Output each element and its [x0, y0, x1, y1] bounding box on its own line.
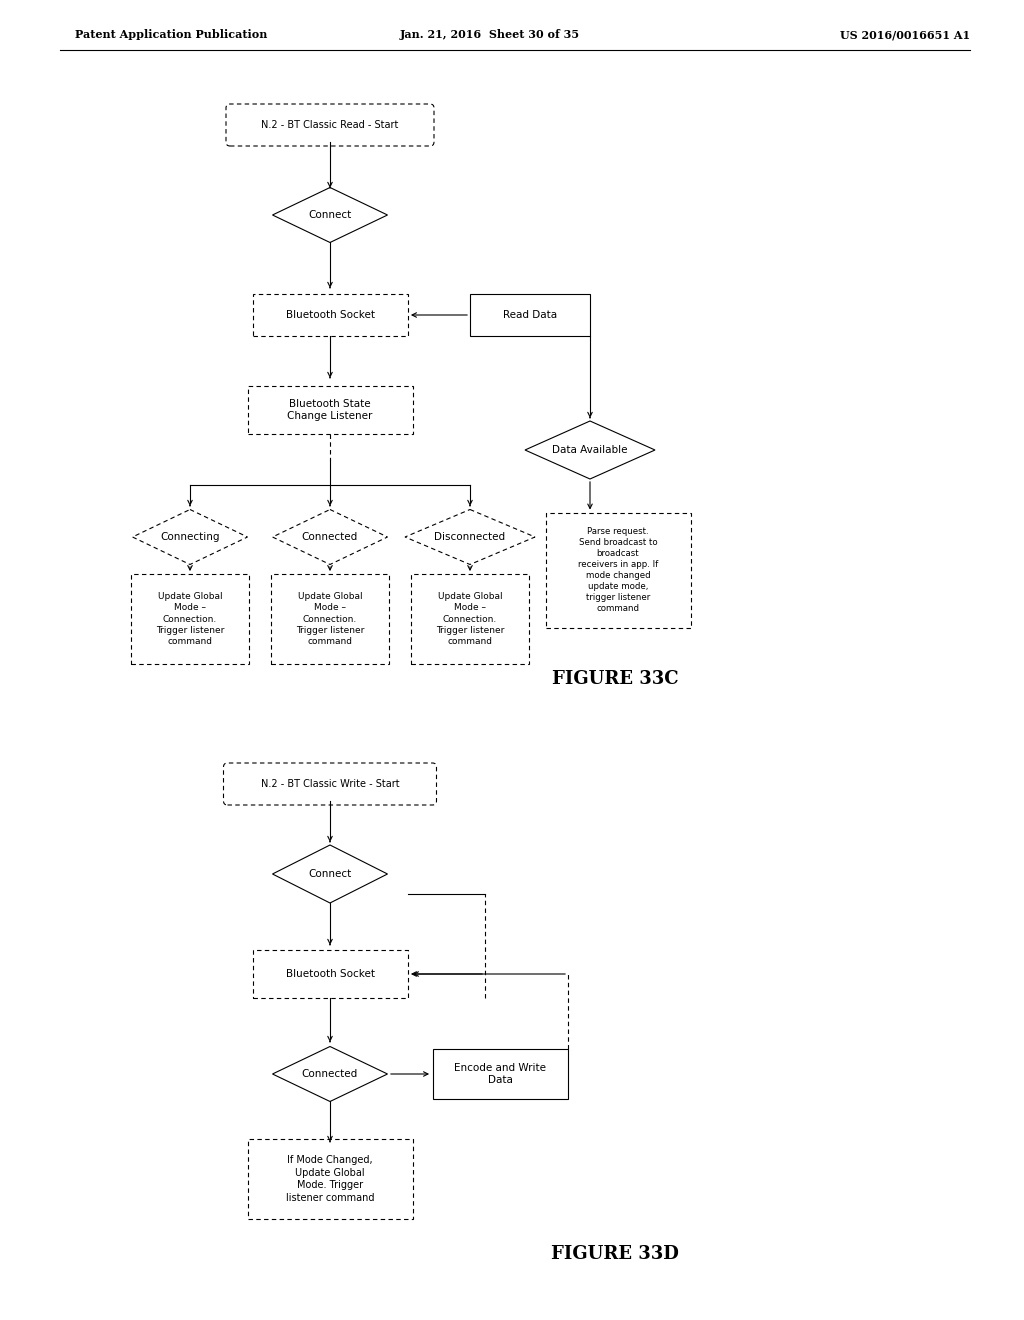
Polygon shape [132, 510, 248, 565]
Text: Disconnected: Disconnected [434, 532, 506, 543]
Bar [470, 294, 590, 337]
Bar [131, 574, 249, 664]
Text: Connecting: Connecting [160, 532, 220, 543]
Text: Bluetooth Socket: Bluetooth Socket [286, 310, 375, 319]
Text: Bluetooth State
Change Listener: Bluetooth State Change Listener [288, 399, 373, 421]
Text: Bluetooth Socket: Bluetooth Socket [286, 969, 375, 979]
Bar [411, 574, 529, 664]
Bar [271, 574, 389, 664]
Bar [432, 1049, 567, 1100]
Text: US 2016/0016651 A1: US 2016/0016651 A1 [840, 29, 970, 41]
Polygon shape [406, 510, 535, 565]
Text: Update Global
Mode –
Connection.
Trigger listener
command: Update Global Mode – Connection. Trigger… [436, 593, 504, 645]
Text: N.2 - BT Classic Read - Start: N.2 - BT Classic Read - Start [261, 120, 398, 129]
Text: Connect: Connect [308, 869, 351, 879]
Text: Parse request.
Send broadcast to
broadcast
receivers in app. If
mode changed
upd: Parse request. Send broadcast to broadca… [578, 527, 658, 614]
Text: Connected: Connected [302, 532, 358, 543]
FancyBboxPatch shape [226, 104, 434, 147]
Text: If Mode Changed,
Update Global
Mode. Trigger
listener command: If Mode Changed, Update Global Mode. Tri… [286, 1155, 374, 1203]
Polygon shape [525, 421, 655, 479]
Text: N.2 - BT Classic Write - Start: N.2 - BT Classic Write - Start [261, 779, 399, 789]
Text: Read Data: Read Data [503, 310, 557, 319]
Bar [248, 385, 413, 434]
FancyBboxPatch shape [223, 763, 436, 805]
Text: FIGURE 33D: FIGURE 33D [551, 1245, 679, 1263]
Text: Update Global
Mode –
Connection.
Trigger listener
command: Update Global Mode – Connection. Trigger… [296, 593, 365, 645]
Text: Encode and Write
Data: Encode and Write Data [454, 1063, 546, 1085]
Polygon shape [272, 845, 387, 903]
Text: Update Global
Mode –
Connection.
Trigger listener
command: Update Global Mode – Connection. Trigger… [156, 593, 224, 645]
Text: Data Available: Data Available [552, 445, 628, 455]
Bar [253, 294, 408, 337]
Text: Connected: Connected [302, 1069, 358, 1078]
Polygon shape [272, 1047, 387, 1101]
Text: Patent Application Publication: Patent Application Publication [75, 29, 267, 41]
Text: FIGURE 33C: FIGURE 33C [552, 671, 678, 688]
Bar [546, 512, 690, 627]
Polygon shape [272, 510, 387, 565]
Text: Connect: Connect [308, 210, 351, 220]
Bar [253, 950, 408, 998]
Text: Jan. 21, 2016  Sheet 30 of 35: Jan. 21, 2016 Sheet 30 of 35 [400, 29, 580, 41]
Bar [248, 1139, 413, 1218]
Polygon shape [272, 187, 387, 243]
